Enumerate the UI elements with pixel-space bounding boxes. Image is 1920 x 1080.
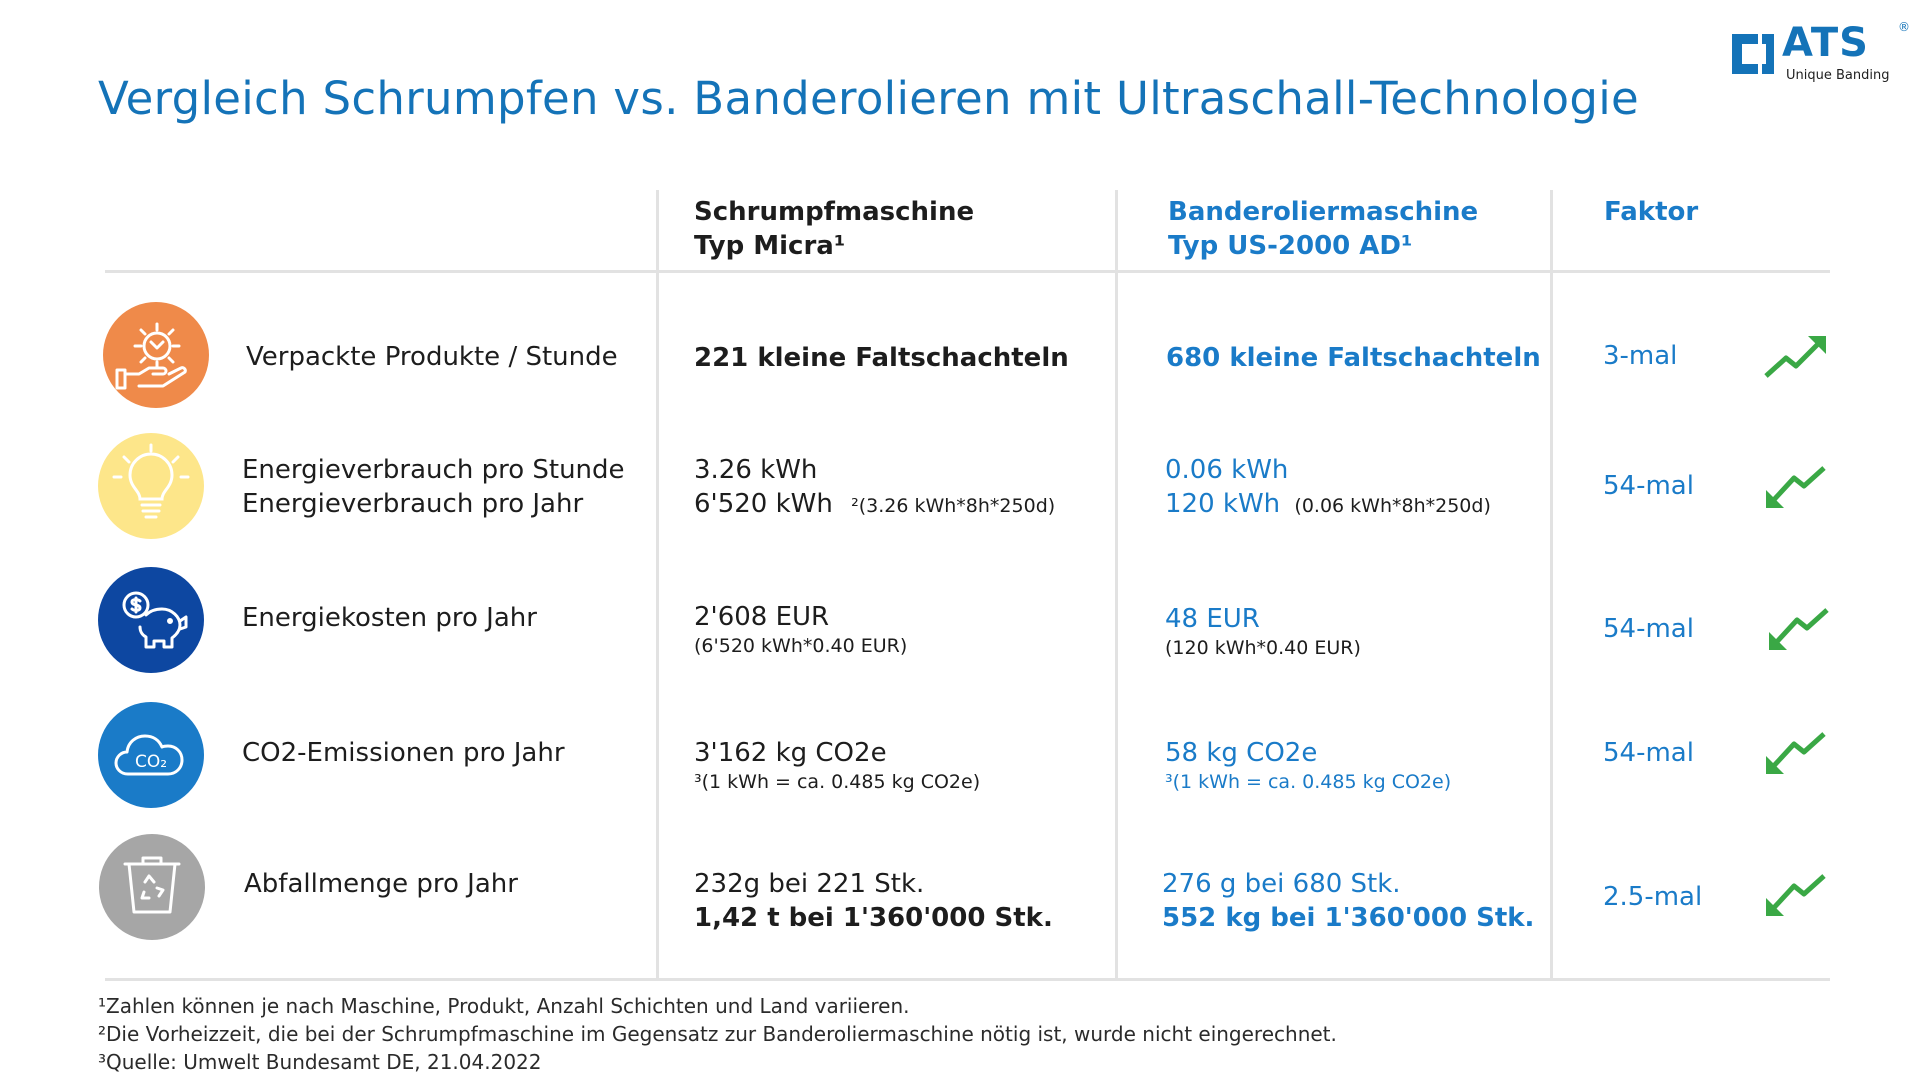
column-header-line: Banderoliermaschine — [1168, 197, 1479, 227]
column-divider — [1115, 190, 1118, 980]
schrumpf-value-line: 6'520 kWh — [694, 489, 833, 519]
schrumpf-value: 1,42 t bei 1'360'000 Stk. — [694, 903, 1053, 933]
co2-icon-text: CO₂ — [135, 752, 167, 772]
schrumpf-value: 6'520 kWh ²(3.26 kWh*8h*250d) — [694, 487, 1055, 523]
trend-up-icon — [1764, 336, 1826, 378]
factor-value: 2.5-mal — [1603, 882, 1703, 912]
schrumpf-value: 3'162 kg CO2e — [694, 738, 887, 768]
piggy-bank-icon — [98, 567, 204, 673]
factor-value: 54-mal — [1603, 614, 1694, 644]
banderolier-value: 276 g bei 680 Stk. — [1162, 869, 1401, 899]
row-label: CO2-Emissionen pro Jahr — [242, 738, 565, 768]
row-label: Energieverbrauch pro Jahr — [242, 489, 584, 519]
banderolier-value: 120 kWh (0.06 kWh*8h*250d) — [1165, 487, 1491, 523]
schrumpf-value: 2'608 EUR — [694, 602, 830, 632]
header-divider — [105, 270, 1830, 273]
gear-hand-icon — [103, 302, 209, 408]
column-header-schrumpf: Schrumpfmaschine Typ Micra¹ — [694, 195, 974, 263]
ats-logo-mark-icon — [1732, 34, 1774, 74]
factor-value: 54-mal — [1603, 471, 1694, 501]
banderolier-value-line: 120 kWh — [1165, 489, 1281, 519]
column-divider — [656, 190, 659, 980]
column-divider — [1550, 190, 1553, 980]
schrumpf-value: 232g bei 221 Stk. — [694, 869, 925, 899]
row-label: Verpackte Produkte / Stunde — [246, 342, 618, 372]
footnote: ²Die Vorheizzeit, die bei der Schrumpfma… — [98, 1022, 1337, 1046]
column-header-faktor: Faktor — [1604, 197, 1699, 227]
ats-logo — [1728, 26, 1916, 88]
footnote: ³Quelle: Umwelt Bundesamt DE, 21.04.2022 — [98, 1050, 542, 1074]
row-label: Energieverbrauch pro Stunde — [242, 455, 625, 485]
logo-registered-mark: ® — [1898, 20, 1910, 34]
schrumpf-value: 3.26 kWh — [694, 455, 818, 485]
schrumpf-value: 221 kleine Faltschachteln — [694, 343, 1069, 373]
lightbulb-icon — [98, 433, 204, 539]
column-header-banderolier: Banderoliermaschine Typ US-2000 AD¹ — [1168, 195, 1478, 263]
trend-down-icon — [1766, 466, 1826, 508]
trend-down-icon — [1769, 608, 1829, 650]
banderolier-value: 58 kg CO2e — [1165, 738, 1318, 768]
banderolier-value: 680 kleine Faltschachteln — [1166, 343, 1541, 373]
schrumpf-note: ²(3.26 kWh*8h*250d) — [851, 495, 1056, 517]
recycle-bin-icon — [99, 834, 205, 940]
schrumpf-note: ³(1 kWh = ca. 0.485 kg CO2e) — [694, 771, 981, 793]
footnote: ¹Zahlen können je nach Maschine, Produkt… — [98, 994, 910, 1018]
column-header-line: Schrumpfmaschine — [694, 197, 975, 227]
trend-down-icon — [1766, 732, 1826, 774]
factor-value: 3-mal — [1603, 341, 1678, 371]
row-label: Energiekosten pro Jahr — [242, 603, 537, 633]
logo-wordmark: ATS — [1782, 20, 1869, 66]
column-header-line: Typ Micra¹ — [694, 231, 846, 261]
banderolier-note: (0.06 kWh*8h*250d) — [1294, 495, 1491, 517]
column-header-line: Typ US-2000 AD¹ — [1168, 231, 1413, 261]
schrumpf-note: (6'520 kWh*0.40 EUR) — [694, 635, 908, 657]
table-bottom-divider — [105, 978, 1830, 981]
row-label: Abfallmenge pro Jahr — [244, 869, 518, 899]
banderolier-note: (120 kWh*0.40 EUR) — [1165, 637, 1361, 659]
banderolier-note: ³(1 kWh = ca. 0.485 kg CO2e) — [1165, 771, 1452, 793]
banderolier-value: 48 EUR — [1165, 604, 1260, 634]
logo-tagline: Unique Banding — [1786, 68, 1890, 83]
trend-down-icon — [1766, 874, 1826, 916]
banderolier-value: 0.06 kWh — [1165, 455, 1289, 485]
co2-cloud-icon: CO₂ — [98, 702, 204, 808]
page-title: Vergleich Schrumpfen vs. Banderolieren m… — [98, 72, 1640, 125]
banderolier-value: 552 kg bei 1'360'000 Stk. — [1162, 903, 1535, 933]
factor-value: 54-mal — [1603, 738, 1694, 768]
